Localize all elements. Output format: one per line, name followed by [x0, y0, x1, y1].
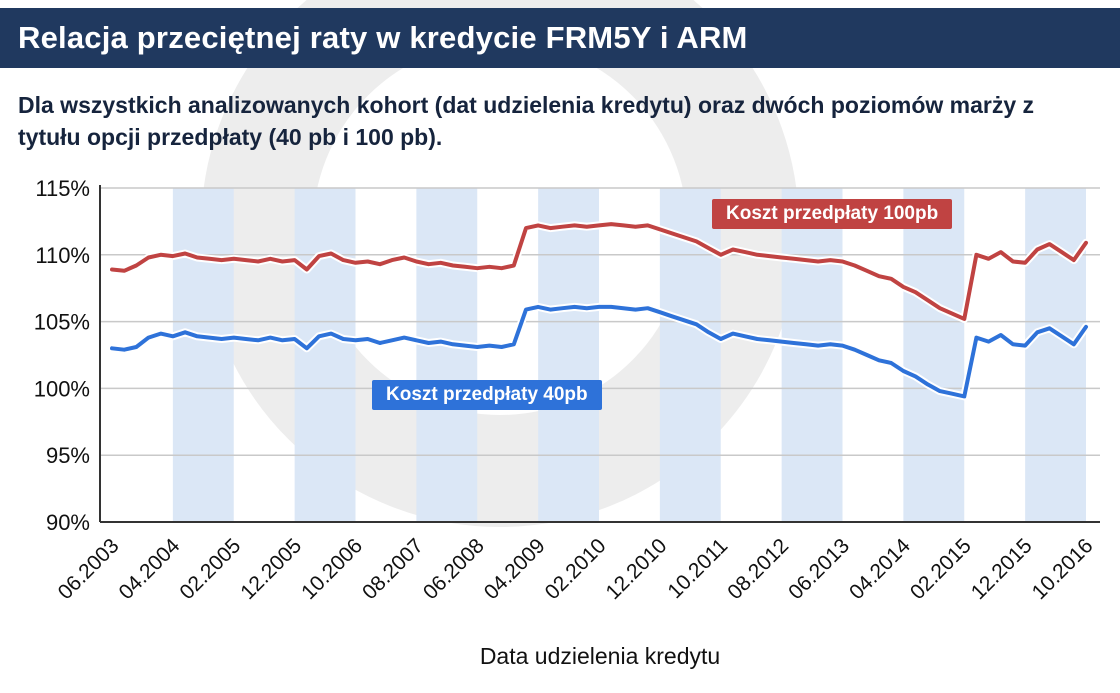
- background-stripe: [538, 188, 599, 522]
- x-tick-label: 02.2015: [906, 534, 976, 604]
- x-tick-label: 02.2005: [175, 534, 245, 604]
- x-tick-label: 06.2013: [784, 534, 854, 604]
- x-tick-label: 08.2007: [358, 534, 428, 604]
- x-axis-title: Data udzielenia kredytu: [479, 643, 721, 669]
- chart-subtitle: Dla wszystkich analizowanych kohort (dat…: [18, 92, 1035, 150]
- x-tick-label: 10.2011: [663, 534, 732, 603]
- background-stripe: [659, 188, 721, 522]
- background-stripe: [781, 188, 843, 522]
- background-stripe: [1025, 188, 1086, 522]
- title-banner: Relacja przeciętnej raty w kredycie FRM5…: [0, 8, 1120, 68]
- x-tick-label: 08.2012: [723, 534, 793, 604]
- legend-label-100pb: Koszt przedpłaty 100pb: [712, 199, 953, 229]
- y-tick-label: 90%: [46, 510, 90, 535]
- series-line: [110, 222, 1088, 321]
- y-tick-label: 105%: [34, 310, 90, 335]
- legend-label-40pb: Koszt przedpłaty 40pb: [372, 380, 602, 410]
- x-tick-label: 02.2010: [541, 534, 611, 604]
- background-stripe: [416, 188, 478, 522]
- x-tick-label: 12.2010: [601, 534, 671, 604]
- series-line: [110, 304, 1088, 399]
- background-stripe: [172, 188, 234, 522]
- y-tick-label: 100%: [34, 376, 90, 401]
- x-tick-label: 04.2009: [480, 534, 550, 604]
- y-tick-label: 115%: [35, 176, 90, 201]
- x-tick-label: 12.2005: [236, 534, 306, 604]
- x-tick-label: 06.2008: [419, 534, 489, 604]
- y-tick-label: 95%: [46, 443, 90, 468]
- x-tick-label: 04.2004: [114, 534, 184, 604]
- x-tick-label: 06.2003: [54, 534, 124, 604]
- page-title: Relacja przeciętnej raty w kredycie FRM5…: [18, 20, 748, 55]
- background-stripe: [903, 188, 965, 522]
- y-tick-label: 110%: [35, 243, 90, 268]
- x-tick-label: 12.2015: [967, 534, 1037, 604]
- x-tick-label: 10.2016: [1028, 534, 1098, 604]
- background-stripe: [294, 188, 356, 522]
- x-tick-label: 04.2014: [845, 534, 915, 604]
- x-tick-label: 10.2006: [297, 534, 367, 604]
